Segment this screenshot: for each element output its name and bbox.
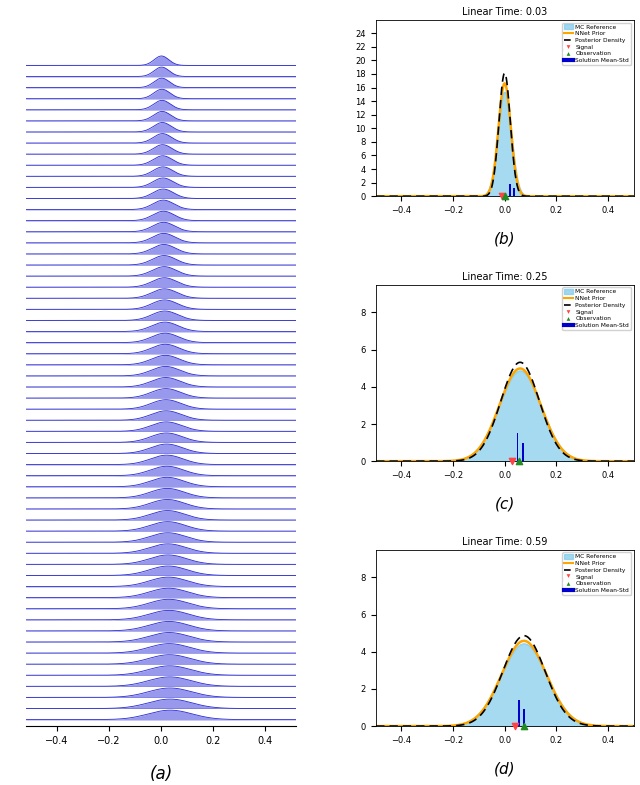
- Title: Linear Time: 0.25: Linear Time: 0.25: [462, 272, 547, 283]
- Title: Linear Time: 0.59: Linear Time: 0.59: [462, 538, 547, 547]
- Point: [519, 720, 529, 732]
- Point: [514, 455, 524, 468]
- Bar: [518, 700, 520, 726]
- Title: Linear Time: 0.03: Linear Time: 0.03: [462, 8, 547, 17]
- Point: [510, 720, 520, 732]
- Bar: [509, 184, 511, 196]
- Text: (c): (c): [495, 497, 515, 512]
- Bar: [522, 443, 524, 462]
- Text: (a): (a): [149, 765, 173, 783]
- Point: [497, 190, 507, 203]
- Legend: MC Reference, NNet Prior, Posterior Density, Signal, Observation, Solution Mean-: MC Reference, NNet Prior, Posterior Dens…: [563, 287, 630, 330]
- Bar: [513, 188, 515, 196]
- Legend: MC Reference, NNet Prior, Posterior Density, Signal, Observation, Solution Mean-: MC Reference, NNet Prior, Posterior Dens…: [563, 553, 630, 595]
- Bar: [523, 710, 525, 726]
- Point: [508, 455, 518, 468]
- Legend: MC Reference, NNet Prior, Posterior Density, Signal, Observation, Solution Mean-: MC Reference, NNet Prior, Posterior Dens…: [563, 23, 630, 65]
- Point: [500, 190, 510, 203]
- Text: (b): (b): [494, 232, 515, 246]
- Text: (d): (d): [494, 761, 515, 776]
- Bar: [516, 433, 518, 462]
